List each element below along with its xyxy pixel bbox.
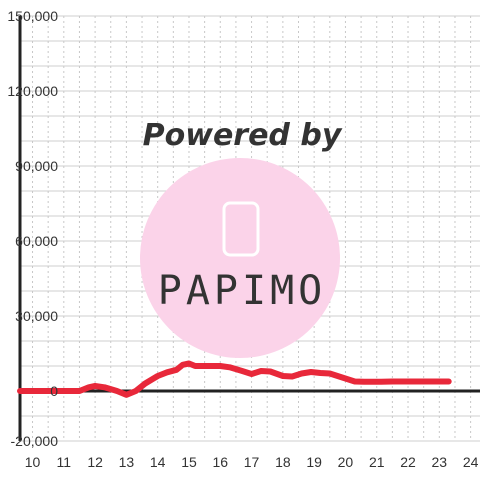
labels-layer: -20,000 0 30,000 60,000 90,000 120,000 150,000… <box>7 8 478 470</box>
x-tick-label: 21 <box>369 454 385 470</box>
x-tick-label: 22 <box>400 454 416 470</box>
x-tick-label: 16 <box>212 454 228 470</box>
watermark-brand: PAPIMO <box>158 268 327 314</box>
series-line <box>17 360 452 398</box>
y-tick-label: -20,000 <box>11 433 59 449</box>
phone-icon <box>222 201 260 257</box>
watermark: Powered by PAPIMO <box>140 118 343 358</box>
x-tick-label: 19 <box>306 454 322 470</box>
y-tick-label: 90,000 <box>15 158 58 174</box>
y-tick-label: 150,000 <box>7 8 58 24</box>
x-tick-label: 17 <box>244 454 260 470</box>
watermark-caption: Powered by <box>143 118 343 153</box>
x-tick-label: 13 <box>119 454 135 470</box>
y-tick-label: 60,000 <box>15 233 58 249</box>
axes-layer <box>18 16 480 442</box>
x-tick-label: 12 <box>87 454 103 470</box>
x-tick-label: 20 <box>338 454 354 470</box>
grid-layer <box>20 15 480 442</box>
y-tick-label: 30,000 <box>15 308 58 324</box>
watermark-circle <box>140 158 340 358</box>
y-tick-label: 120,000 <box>7 83 58 99</box>
x-tick-label: 18 <box>275 454 291 470</box>
x-tick-label: 24 <box>463 454 479 470</box>
x-tick-label: 10 <box>25 454 41 470</box>
x-tick-label: 11 <box>57 454 72 470</box>
x-tick-label: 14 <box>150 454 166 470</box>
x-tick-label: 23 <box>432 454 448 470</box>
series-layer <box>17 360 452 398</box>
x-tick-label: 15 <box>181 454 197 470</box>
y-tick-label: 0 <box>50 383 58 399</box>
